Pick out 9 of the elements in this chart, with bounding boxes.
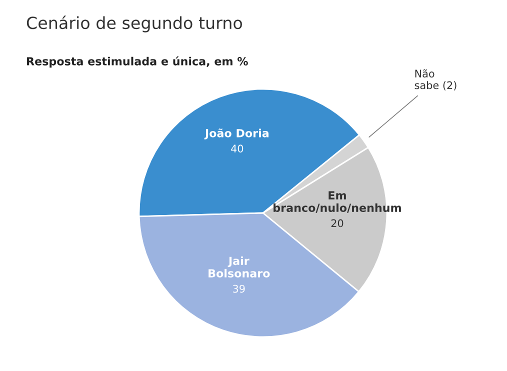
data-label: 39 [233, 284, 245, 293]
slice-label: João Doria [204, 128, 269, 140]
data-label: 20 [331, 219, 344, 228]
slice-label: Jair Bolsonaro [208, 256, 270, 278]
data-label: 40 [231, 144, 244, 153]
chart-title: Cenário de segundo turno [26, 16, 242, 32]
slice-label: Não sabe (2) [414, 69, 456, 90]
chart-subtitle: Resposta estimulada e única, em % [27, 56, 248, 68]
slice-label: Em branco/nulo/nenhum [274, 191, 401, 213]
